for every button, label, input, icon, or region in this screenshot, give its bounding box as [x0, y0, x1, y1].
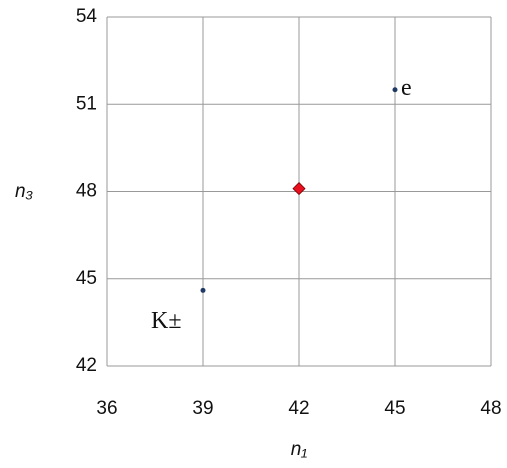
y-tick-label: 45 — [76, 268, 97, 289]
x-tick-label: 36 — [96, 398, 117, 419]
x-tick-label: 39 — [192, 398, 213, 419]
point-label: e — [401, 75, 412, 101]
point-label: K± — [151, 308, 182, 334]
x-axis-label: n₁ — [291, 439, 308, 460]
y-tick-label: 42 — [76, 355, 97, 376]
y-tick-label: 51 — [76, 93, 97, 114]
y-axis-label: n₃ — [15, 181, 34, 202]
point — [392, 87, 398, 93]
x-tick-label: 48 — [480, 398, 501, 419]
x-tick-label: 42 — [288, 398, 309, 419]
point — [292, 182, 306, 196]
point — [200, 287, 206, 293]
y-tick-label: 54 — [76, 6, 98, 27]
x-tick-label: 45 — [384, 398, 405, 419]
y-tick-label: 48 — [76, 181, 97, 202]
